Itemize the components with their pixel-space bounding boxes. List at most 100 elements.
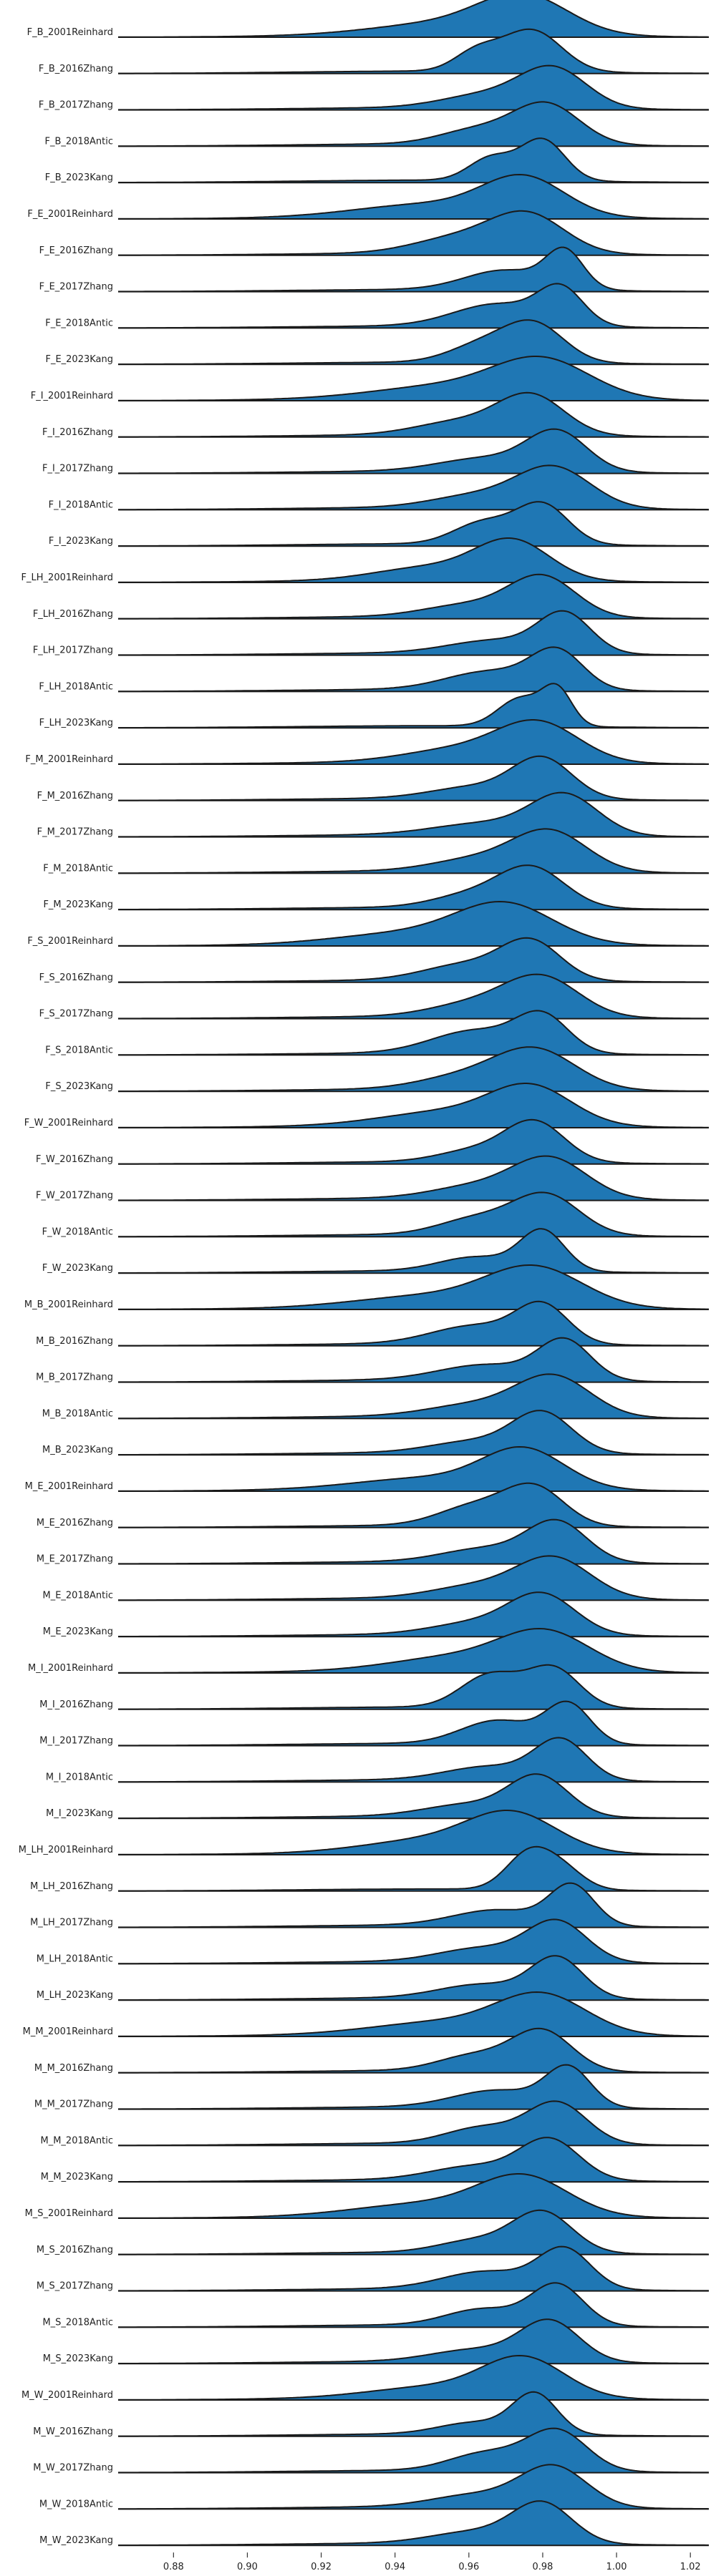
- x-tick-label: 1.00: [606, 2562, 627, 2572]
- ridge-M_W_2023Kang: M_W_2023Kang: [39, 2500, 709, 2547]
- ridge-M_I_2016Zhang: M_I_2016Zhang: [39, 1664, 709, 1710]
- ridge-area: [118, 65, 709, 110]
- ridge-area: [118, 1083, 709, 1128]
- ridge-M_E_2016Zhang: M_E_2016Zhang: [37, 1482, 709, 1528]
- ridge-area: [118, 1883, 709, 1928]
- ridge-label: M_W_2001Reinhard: [21, 2390, 113, 2401]
- ridge-area: [118, 247, 709, 292]
- ridge-M_M_2017Zhang: M_M_2017Zhang: [34, 2064, 709, 2110]
- ridge-M_E_2018Antic: M_E_2018Antic: [42, 1555, 710, 1601]
- ridge-area: [118, 1774, 709, 1819]
- ridge-label: F_M_2023Kang: [43, 899, 113, 910]
- ridge-F_S_2023Kang: F_S_2023Kang: [45, 1046, 710, 1093]
- ridge-label: M_M_2001Reinhard: [23, 2026, 113, 2037]
- ridge-F_E_2016Zhang: F_E_2016Zhang: [39, 210, 709, 256]
- ridge-area: [118, 1447, 709, 1491]
- ridge-F_B_2023Kang: F_B_2023Kang: [45, 137, 710, 183]
- ridge-area: [118, 2464, 709, 2509]
- ridge-label: M_LH_2016Zhang: [30, 1881, 113, 1892]
- ridge-area: [118, 902, 709, 946]
- ridge-label: M_W_2017Zhang: [33, 2463, 113, 2474]
- ridge-M_S_2001Reinhard: M_S_2001Reinhard: [25, 2173, 709, 2219]
- ridge-area: [118, 610, 709, 655]
- ridge-M_W_2018Antic: M_W_2018Antic: [39, 2464, 710, 2510]
- ridge-label: M_LH_2001Reinhard: [19, 1845, 113, 1855]
- ridge-label: F_E_2001Reinhard: [27, 209, 113, 220]
- ridge-label: F_B_2001Reinhard: [27, 27, 113, 38]
- ridge-F_B_2016Zhang: F_B_2016Zhang: [39, 28, 709, 74]
- ridge-label: M_M_2023Kang: [41, 2172, 113, 2182]
- ridge-F_E_2018Antic: F_E_2018Antic: [45, 283, 709, 329]
- ridge-label: M_I_2001Reinhard: [28, 1663, 113, 1674]
- ridge-label: M_M_2018Antic: [40, 2135, 113, 2146]
- ridge-area: [118, 1519, 709, 1564]
- ridge-M_B_2016Zhang: M_B_2016Zhang: [36, 1300, 709, 1347]
- ridge-F_E_2017Zhang: F_E_2017Zhang: [39, 246, 709, 293]
- ridge-area: [118, 2210, 709, 2255]
- ridge-M_E_2017Zhang: M_E_2017Zhang: [37, 1518, 709, 1565]
- ridge-area: [118, 2064, 709, 2109]
- ridge-F_M_2023Kang: F_M_2023Kang: [43, 864, 709, 911]
- x-tick-label: 0.98: [532, 2562, 553, 2572]
- ridge-label: M_B_2017Zhang: [36, 1372, 113, 1383]
- ridge-M_S_2017Zhang: M_S_2017Zhang: [37, 2245, 709, 2292]
- ridge-M_LH_2016Zhang: M_LH_2016Zhang: [30, 1845, 709, 1892]
- ridge-F_B_2001Reinhard: F_B_2001Reinhard: [27, 0, 710, 38]
- ridge-area: [118, 2137, 709, 2182]
- ridge-label: F_W_2016Zhang: [36, 1154, 113, 1165]
- ridge-area: [118, 1047, 709, 1092]
- ridge-label: M_LH_2017Zhang: [30, 1918, 113, 1928]
- ridge-outline: [118, 900, 709, 947]
- ridge-area: [118, 283, 709, 328]
- ridge-F_M_2016Zhang: F_M_2016Zhang: [37, 755, 709, 801]
- ridge-area: [118, 792, 709, 837]
- ridge-label: M_S_2018Antic: [42, 2317, 113, 2328]
- ridge-label: F_LH_2016Zhang: [33, 609, 113, 620]
- ridge-M_I_2018Antic: M_I_2018Antic: [46, 1737, 709, 1783]
- ridge-area: [118, 29, 709, 74]
- ridge-area: [118, 1483, 709, 1528]
- ridge-area: [118, 356, 709, 401]
- ridge-label: M_LH_2023Kang: [37, 1990, 113, 2001]
- ridge-area: [118, 2246, 709, 2291]
- ridge-label: F_I_2017Zhang: [42, 464, 113, 474]
- ridge-F_W_2018Antic: F_W_2018Antic: [42, 1191, 710, 1238]
- ridge-label: M_E_2016Zhang: [37, 1518, 113, 1528]
- ridge-area: [118, 2501, 709, 2546]
- ridge-label: F_B_2023Kang: [45, 172, 113, 183]
- ridge-area: [118, 2319, 709, 2364]
- ridge-area: [118, 1810, 709, 1855]
- ridge-F_M_2001Reinhard: F_M_2001Reinhard: [25, 719, 709, 765]
- ridge-area: [118, 1301, 709, 1346]
- ridge-F_E_2001Reinhard: F_E_2001Reinhard: [27, 173, 709, 220]
- ridge-M_W_2016Zhang: M_W_2016Zhang: [33, 2391, 709, 2437]
- x-axis: 0.88 0.90 0.92 0.94 0.96 0.98 1.00 1.02: [163, 2552, 701, 2572]
- ridge-M_I_2023Kang: M_I_2023Kang: [46, 1773, 709, 1820]
- ridge-area: [118, 2174, 709, 2218]
- ridge-F_LH_2016Zhang: F_LH_2016Zhang: [33, 573, 709, 620]
- ridge-F_E_2023Kang: F_E_2023Kang: [45, 319, 709, 366]
- ridge-label: M_E_2017Zhang: [37, 1554, 113, 1565]
- ridge-M_W_2001Reinhard: M_W_2001Reinhard: [21, 2354, 709, 2401]
- ridge-area: [118, 1119, 709, 1164]
- ridge-M_LH_2018Antic: M_LH_2018Antic: [37, 1918, 709, 1965]
- x-tick-label: 0.90: [237, 2562, 258, 2572]
- ridge-label: F_LH_2018Antic: [39, 681, 113, 692]
- ridge-area: [118, 937, 709, 982]
- ridge-label: F_I_2001Reinhard: [31, 391, 113, 401]
- ridge-area: [118, 175, 709, 219]
- ridge-label: M_M_2017Zhang: [34, 2099, 113, 2110]
- ridge-area: [118, 756, 709, 801]
- ridge-label: F_W_2001Reinhard: [24, 1118, 113, 1128]
- ridge-area: [118, 210, 709, 255]
- ridge-area: [118, 865, 709, 910]
- ridge-M_B_2018Antic: M_B_2018Antic: [42, 1373, 710, 1420]
- ridge-area: [118, 1410, 709, 1455]
- ridge-F_LH_2001Reinhard: F_LH_2001Reinhard: [21, 537, 709, 583]
- ridge-area: [118, 2428, 709, 2473]
- ridge-M_S_2016Zhang: M_S_2016Zhang: [37, 2209, 710, 2255]
- ridge-label: M_W_2016Zhang: [33, 2426, 113, 2437]
- ridge-label: M_E_2018Antic: [42, 1590, 113, 1601]
- ridge-label: F_E_2016Zhang: [39, 245, 113, 256]
- ridge-label: M_E_2001Reinhard: [25, 1481, 113, 1492]
